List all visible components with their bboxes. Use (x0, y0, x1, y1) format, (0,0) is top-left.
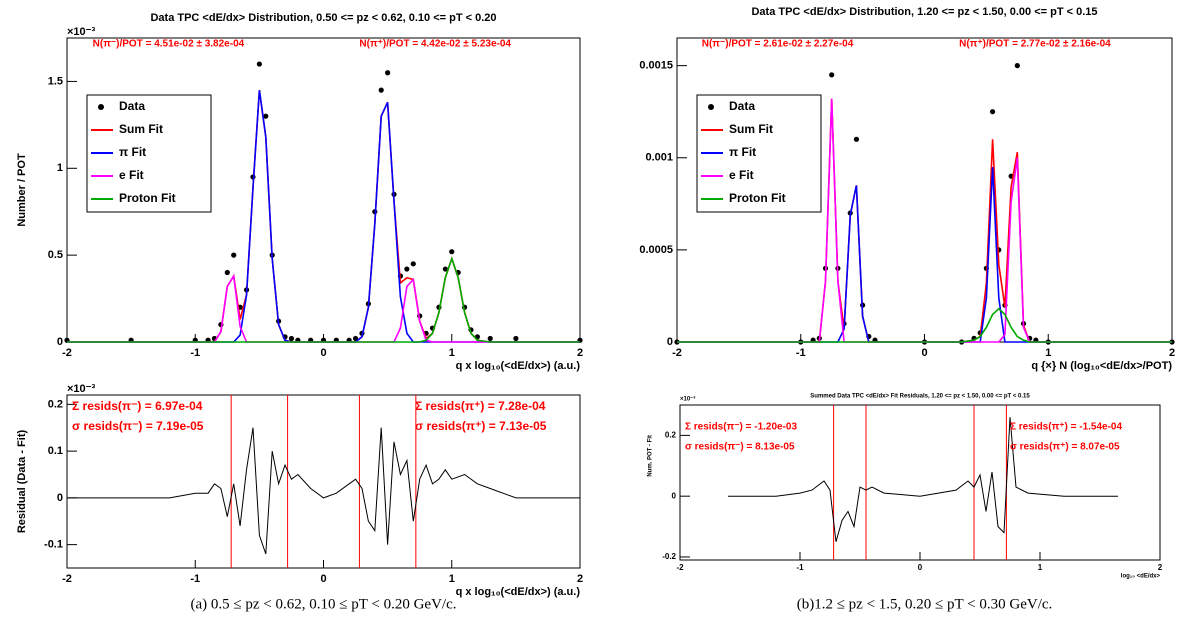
legend-label: Sum Fit (119, 122, 163, 136)
y-axis-label: Residual (Data - Fit) (16, 430, 28, 534)
data-point (256, 61, 262, 67)
y-tick-label: 0 (57, 336, 63, 348)
fit-curve (677, 307, 1172, 343)
y-tick-label: -0.2 (662, 552, 676, 561)
data-point (263, 113, 269, 119)
data-point (449, 249, 455, 255)
x-tick-label: 0 (918, 563, 923, 572)
x-tick-label: -2 (672, 347, 682, 359)
x-tick-label: -1 (796, 563, 804, 572)
data-point (404, 266, 410, 272)
fit-curve (67, 256, 580, 343)
residual-line (728, 417, 1118, 542)
chart-title: Data TPC <dE/dx> Distribution, 0.50 <= p… (150, 12, 496, 24)
x-axis-label: log₁₀ <dE/dx> (1121, 574, 1161, 580)
legend-label: Proton Fit (119, 191, 176, 205)
y-tick-label: 0.2 (48, 398, 63, 410)
fit-annotation: N(π⁻)/POT = 4.51e-02 ± 3.82e-04 (93, 39, 245, 50)
legend-label: Data (729, 99, 755, 113)
axis-multiplier: ×10⁻³ (680, 396, 695, 403)
y-tick-label: 0 (57, 492, 63, 504)
y-tick-label: 0.001 (645, 152, 673, 164)
x-tick-label: -2 (62, 347, 72, 359)
x-tick-label: 1 (449, 347, 455, 359)
legend-label: π Fit (119, 145, 146, 159)
x-tick-label: 0 (320, 573, 326, 585)
residual-line (67, 427, 580, 555)
y-tick-label: 0.1 (48, 445, 63, 457)
y-axis-label: Num. POT - Fit (648, 435, 654, 477)
x-axis-label: q x log₁₀(<dE/dx>) (a.u.) (456, 586, 581, 598)
caption: (b)1.2 ≤ pz < 1.5, 0.20 ≤ pT < 0.30 GeV/… (797, 596, 1053, 612)
data-point (487, 335, 493, 342)
fit-annotation: N(π⁻)/POT = 2.61e-02 ± 2.27e-04 (702, 39, 854, 50)
x-tick-label: 2 (577, 573, 583, 585)
legend-label: e Fit (119, 168, 144, 182)
data-point (224, 269, 230, 276)
residual-annotation: σ resids(π⁺) = 7.13e-05 (415, 419, 547, 433)
x-tick-label: 1 (1038, 563, 1043, 572)
fit-annotation: N(π⁺)/POT = 2.77e-02 ± 2.16e-04 (959, 39, 1111, 50)
residual-annotation: σ resids(π⁻) = 8.13e-05 (685, 442, 795, 453)
data-point (385, 70, 391, 76)
legend-label: Data (119, 99, 145, 113)
x-tick-label: 0 (921, 347, 927, 359)
x-tick-label: 1 (449, 573, 455, 585)
x-tick-label: 2 (1169, 347, 1175, 359)
residual-annotation: Σ resids(π⁻) = 6.97e-04 (72, 399, 203, 413)
x-tick-label: 0 (320, 347, 326, 359)
x-tick-label: -1 (796, 347, 806, 359)
y-tick-label: 0.2 (665, 431, 677, 440)
data-point (231, 252, 237, 258)
residual-annotation: Σ resids(π⁻) = -1.20e-03 (685, 422, 797, 433)
data-point (829, 72, 835, 78)
axis-multiplier: ×10⁻³ (67, 26, 95, 38)
x-tick-label: -2 (62, 573, 72, 585)
data-point (442, 266, 448, 272)
y-tick-label: 1.5 (48, 75, 63, 87)
data-point (410, 261, 416, 267)
chart-title: Data TPC <dE/dx> Distribution, 1.20 <= p… (751, 6, 1097, 18)
data-point (853, 136, 860, 142)
y-tick-label: -0.1 (44, 539, 63, 551)
legend-label: π Fit (729, 145, 756, 159)
y-axis-label: Number / POT (16, 153, 28, 227)
x-tick-label: 1 (1045, 347, 1051, 359)
data-point (1014, 63, 1020, 69)
fit-annotation: N(π⁺)/POT = 4.42e-02 ± 5.23e-04 (359, 39, 511, 50)
data-point (288, 335, 295, 342)
data-point (513, 335, 519, 342)
chart-title: Summed Data TPC <dE/dx> Fit Residuals, 1… (810, 394, 1030, 400)
x-tick-label: -1 (190, 347, 200, 359)
y-tick-label: 0.0015 (639, 60, 673, 72)
data-point (989, 109, 996, 115)
x-tick-label: 2 (1158, 563, 1163, 572)
y-tick-label: 0 (667, 336, 673, 348)
y-tick-label: 0.0005 (639, 244, 673, 256)
data-point (352, 335, 359, 342)
legend-symbol (708, 104, 714, 110)
x-tick-label: -1 (190, 573, 200, 585)
caption: (a) 0.5 ≤ pz < 0.62, 0.10 ≤ pT < 0.20 Ge… (191, 596, 457, 612)
legend-label: e Fit (729, 168, 754, 182)
residual-annotation: σ resids(π⁺) = 8.07e-05 (1010, 442, 1120, 453)
residual-annotation: Σ resids(π⁺) = -1.54e-04 (1010, 422, 1122, 433)
x-tick-label: -2 (676, 563, 684, 572)
y-tick-label: 0.5 (48, 249, 63, 261)
legend-label: Sum Fit (729, 122, 773, 136)
fit-curve (67, 273, 580, 343)
x-tick-label: 2 (577, 347, 583, 359)
residual-annotation: Σ resids(π⁺) = 7.28e-04 (415, 399, 546, 413)
x-axis-label: q {×} N (log₁₀<dE/dx>/POT) (1031, 360, 1172, 372)
x-axis-label: q x log₁₀(<dE/dx>) (a.u.) (456, 360, 581, 372)
data-point (378, 87, 384, 93)
legend-symbol (98, 104, 104, 110)
legend-label: Proton Fit (729, 191, 786, 205)
y-tick-label: 1 (57, 162, 63, 174)
y-tick-label: 0 (672, 491, 677, 500)
axis-multiplier: ×10⁻³ (67, 383, 95, 395)
residual-annotation: σ resids(π⁻) = 7.19e-05 (72, 419, 204, 433)
